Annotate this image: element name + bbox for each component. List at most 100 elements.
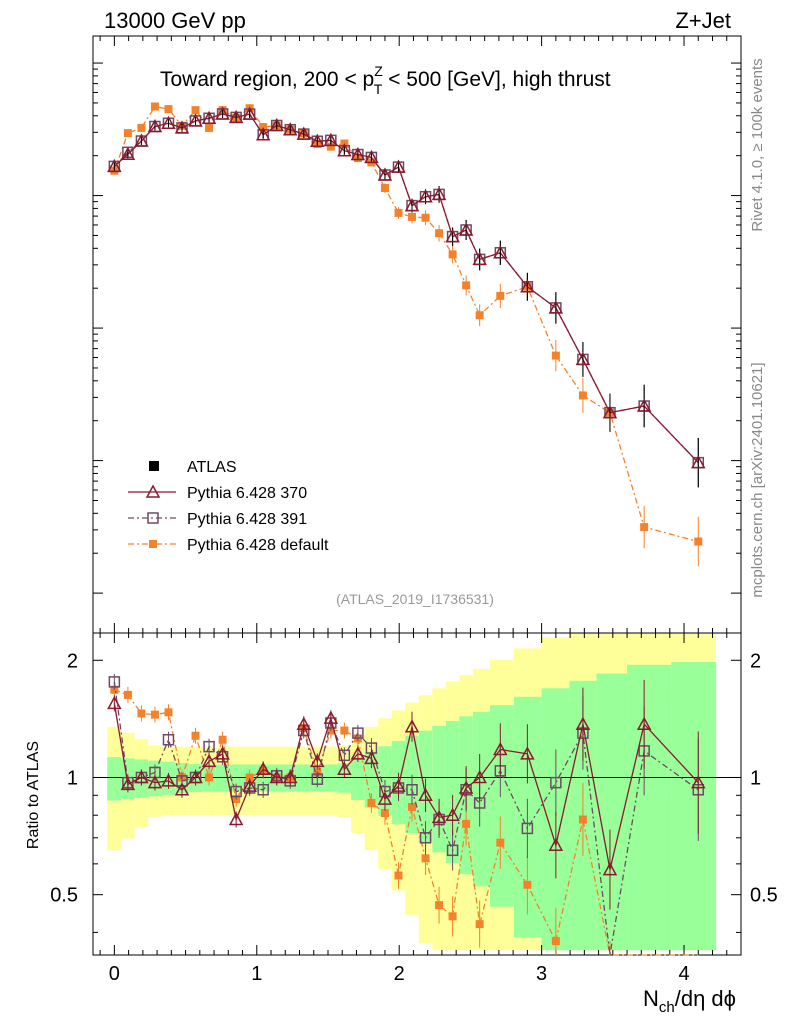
marker-open-square (406, 784, 418, 796)
main-series (108, 108, 705, 488)
marker-triangle (575, 716, 591, 730)
ratio-tick-label-left: 0.5 (50, 885, 78, 907)
marker-triangle (255, 127, 271, 141)
marker-triangle (458, 222, 474, 236)
marker-filled-square (150, 102, 159, 111)
marker-triangle (636, 716, 652, 730)
ratio-tick-label-right: 0.5 (750, 885, 778, 907)
marker-filled-square (408, 802, 417, 811)
marker-filled-square (462, 819, 471, 828)
marker-open-square (419, 832, 432, 844)
marker-filled-square (191, 106, 200, 115)
marker-filled-square (164, 105, 173, 114)
marker-triangle (493, 741, 508, 756)
marker-open-square (311, 773, 324, 785)
green-band (324, 764, 338, 792)
marker-triangle (575, 351, 591, 366)
marker-filled-square (340, 726, 349, 735)
marker-triangle (691, 455, 706, 469)
marker-triangle (350, 146, 366, 161)
marker-filled-square (394, 871, 403, 880)
marker-triangle (107, 695, 122, 710)
green-band (107, 757, 122, 801)
marker-filled-square (218, 735, 227, 744)
legend-marker (149, 461, 159, 471)
marker-open-square (338, 749, 351, 762)
marker-filled-square (205, 123, 214, 132)
marker-triangle (445, 229, 460, 243)
rivet-version: Rivet 4.1.0, ≥ 100k events (749, 58, 766, 231)
marker-filled-square (640, 523, 649, 532)
marker-filled-square (421, 213, 430, 222)
marker-triangle (418, 787, 433, 802)
marker-open-square (230, 785, 242, 798)
green-band (627, 664, 672, 951)
marker-triangle (174, 782, 190, 796)
marker-open-square (521, 822, 534, 835)
marker-filled-square (123, 690, 132, 699)
marker-triangle (242, 106, 257, 120)
marker-triangle (174, 120, 190, 134)
green-band (596, 673, 628, 951)
green-band (351, 757, 365, 801)
marker-triangle (228, 811, 244, 826)
marker-triangle (602, 862, 618, 876)
marker-triangle (445, 807, 460, 821)
marker-triangle (201, 753, 217, 768)
marker-triangle (323, 132, 339, 147)
marker-triangle (215, 746, 230, 760)
x-tick-label: 4 (678, 963, 689, 985)
marker-triangle (161, 115, 176, 130)
marker-triangle (350, 746, 366, 760)
marker-triangle (134, 769, 149, 784)
marker-triangle (431, 186, 447, 201)
marker-triangle (242, 778, 257, 792)
legend-entry: Pythia 6.428 391 (128, 511, 307, 528)
green-band (671, 661, 717, 951)
x-tick-label: 0 (109, 963, 120, 985)
x-axis-label: Nch/dη dϕ (643, 986, 736, 1016)
marker-open-square (147, 512, 159, 524)
x-tick-label: 1 (251, 963, 262, 985)
marker-filled-square (205, 773, 214, 782)
marker-triangle (296, 716, 312, 730)
legend-label: Pythia 6.428 370 (187, 485, 307, 502)
marker-triangle (228, 109, 244, 124)
marker-triangle (147, 775, 163, 789)
title-sub: T (374, 81, 383, 97)
marker-triangle (310, 133, 325, 147)
green-band (364, 751, 379, 808)
marker-triangle (431, 809, 447, 824)
series-line (113, 105, 699, 543)
ratio-tick-label-left: 2 (67, 650, 78, 672)
marker-filled-square (380, 184, 389, 193)
marker-triangle (548, 837, 564, 851)
marker-triangle (296, 126, 312, 140)
marker-triangle (120, 776, 136, 791)
legend-entry: ATLAS (149, 459, 237, 476)
ratio-tick-label-left: 1 (67, 767, 78, 789)
mcplots-credit: mcplots.cern.ch [arXiv:2401.10621] (749, 362, 766, 597)
legend-entry: Pythia 6.428 370 (128, 484, 307, 502)
marker-filled-square (462, 281, 471, 290)
marker-triangle (337, 143, 352, 157)
marker-filled-square (259, 123, 268, 132)
marker-triangle (120, 146, 136, 161)
marker-triangle (215, 106, 230, 120)
plot-title: Toward region, 200 < pZ T < 500 [GeV], hi… (160, 63, 611, 97)
marker-triangle (391, 159, 406, 173)
marker-triangle (377, 167, 393, 181)
marker-triangle (472, 251, 487, 266)
marker-filled-square (421, 854, 430, 863)
marker-triangle (391, 778, 406, 792)
marker-filled-square (149, 540, 157, 548)
marker-filled-square (551, 351, 560, 360)
green-band (472, 711, 490, 887)
ratio-line (113, 681, 699, 956)
marker-filled-square (551, 937, 560, 946)
marker-open-square (257, 784, 269, 796)
marker-filled-square (137, 123, 146, 132)
x-tick-label: 2 (394, 963, 405, 985)
marker-filled-square (326, 142, 335, 151)
